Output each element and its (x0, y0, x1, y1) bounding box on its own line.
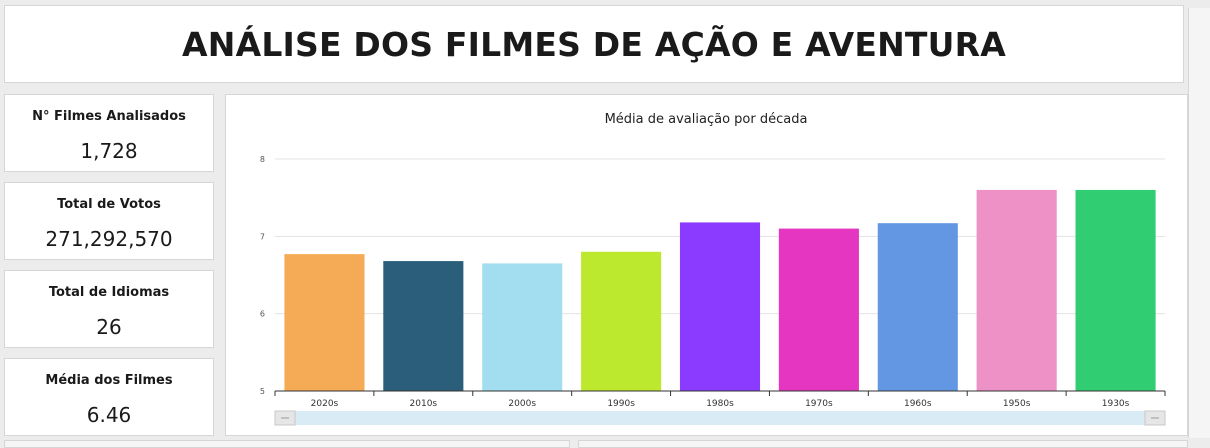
x-tick-label: 2000s (508, 399, 536, 409)
kpi-label: Total de Votos (57, 197, 161, 212)
bar-1960s[interactable] (877, 223, 958, 391)
bar-2020s[interactable] (284, 254, 365, 391)
scrollbar-track[interactable] (275, 411, 1165, 425)
title-panel: ANÁLISE DOS FILMES DE AÇÃO E AVENTURA (4, 5, 1184, 83)
kpi-label: Total de Idiomas (48, 285, 170, 300)
kpi-value: 6.46 (86, 403, 132, 427)
page-title: ANÁLISE DOS FILMES DE AÇÃO E AVENTURA (182, 24, 1006, 64)
bar-1970s[interactable] (778, 228, 859, 391)
bar-2010s[interactable] (383, 261, 464, 391)
x-tick-label: 1960s (904, 399, 932, 409)
bar-1990s[interactable] (581, 251, 662, 391)
kpi-value: 26 (96, 315, 122, 339)
y-tick-label: 5 (260, 387, 265, 396)
x-tick-label: 2020s (311, 399, 339, 409)
axes: 5 6 7 8 2020s 2010s 2000s 1990s 1980s 1970s 1960s 1… (260, 155, 1166, 409)
bar-1950s[interactable] (976, 189, 1057, 391)
kpi-label: N° Filmes Analisados (32, 109, 186, 124)
bars (284, 189, 1156, 391)
chart-scrollbar[interactable] (274, 410, 1166, 426)
y-tick-label: 8 (260, 155, 265, 164)
y-tick-label: 6 (260, 310, 265, 319)
x-tick-label: 1950s (1003, 399, 1031, 409)
chart-panel: Média de avaliação por década 5 6 7 8 2020s 2… (225, 94, 1188, 436)
kpi-card-votes: Total de Votos 271,292,570 (4, 182, 214, 260)
kpi-card-films: N° Filmes Analisados 1,728 (4, 94, 214, 172)
x-tick-label: 1930s (1102, 399, 1130, 409)
x-tick-label: 1990s (607, 399, 635, 409)
x-tick-label: 1970s (805, 399, 833, 409)
next-panel-edge (578, 440, 1188, 448)
bar-1930s[interactable] (1075, 189, 1156, 391)
kpi-value: 271,292,570 (45, 227, 173, 251)
kpi-value: 1,728 (80, 139, 138, 163)
bar-chart: Média de avaliação por década 5 6 7 8 2020s 2… (260, 112, 1166, 426)
kpi-card-languages: Total de Idiomas 26 (4, 270, 214, 348)
y-tick-label: 7 (260, 232, 265, 241)
bar-2000s[interactable] (482, 263, 563, 391)
chart-title: Média de avaliação por década (605, 112, 808, 127)
bar-1980s[interactable] (679, 222, 761, 391)
kpi-card-average: Média dos Filmes 6.46 (4, 358, 214, 436)
adjacent-panel-edge (1188, 8, 1210, 438)
kpi-label: Média dos Filmes (45, 373, 173, 388)
next-panel-edge (4, 440, 570, 448)
x-tick-label: 2010s (410, 399, 438, 409)
x-tick-label: 1980s (706, 399, 734, 409)
